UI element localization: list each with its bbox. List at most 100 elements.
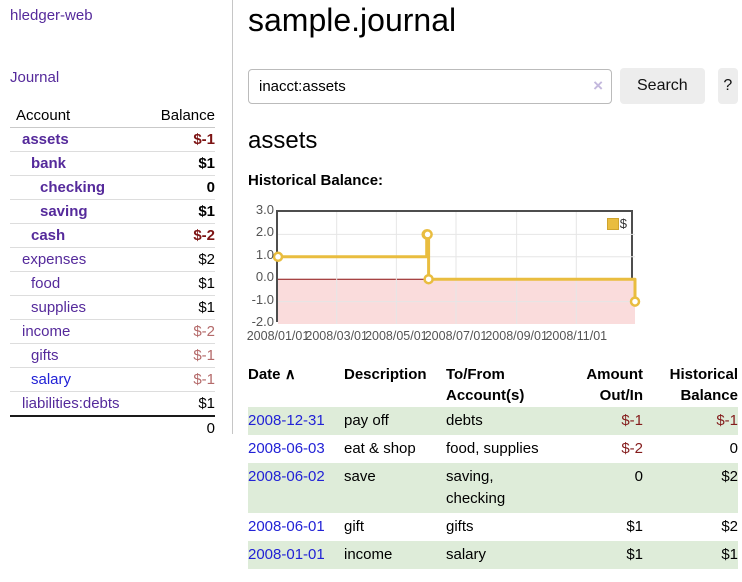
legend-label: $ (619, 216, 627, 231)
transaction-description: gift (344, 518, 365, 535)
accounts-table-body: assets $-1 bank $1 checking 0 saving $1 cash $-2 e… (10, 127, 215, 417)
sidebar-item-journal[interactable]: Journal (10, 69, 60, 86)
sidebar-account-link-gifts[interactable]: gifts (31, 347, 59, 364)
register-header-amount: Amount Out/In (586, 366, 643, 404)
account-row: salary $-1 (10, 367, 215, 392)
chart-legend: $ (606, 216, 627, 231)
y-axis-tick-label: 0.0 (255, 269, 274, 285)
account-row: expenses $2 (10, 247, 215, 272)
account-row: income $-2 (10, 319, 215, 344)
account-balance: $1 (147, 199, 215, 224)
register-header-row: Date ∧ Description To/From Account(s) Amo… (248, 363, 738, 407)
accounts-header-balance: Balance (147, 104, 215, 128)
sidebar-account-link-checking[interactable]: checking (40, 179, 106, 196)
sidebar-account-link-supplies[interactable]: supplies (31, 299, 87, 316)
register-table-body: 2008-12-31 pay off debts $-1 $-1 2008-06-03 ea… (248, 407, 738, 569)
x-axis-tick-label: 2008/09/01 (485, 329, 548, 343)
x-axis-tick-label: 2008/11/01 (545, 329, 608, 343)
accounts-table: Account Balance assets $-1 bank $1 checking 0… (10, 104, 215, 440)
account-balance: $-1 (147, 127, 215, 152)
register-table: Date ∧ Description To/From Account(s) Amo… (248, 363, 738, 569)
search-input[interactable] (248, 68, 612, 104)
y-axis-tick-label: 2.0 (255, 224, 274, 240)
y-axis-tick-label: 3.0 (255, 202, 274, 217)
account-row: saving $1 (10, 199, 215, 224)
y-axis-tick-label: 1.0 (255, 246, 274, 262)
accounts-header-account: Account (10, 104, 148, 128)
account-row: gifts $-1 (10, 343, 215, 368)
transaction-accounts: gifts (446, 518, 474, 535)
sidebar-account-link-expenses[interactable]: expenses (22, 251, 87, 268)
accounts-total-value: 0 (147, 415, 215, 440)
register-header-description: Description (344, 366, 427, 383)
account-balance: $1 (147, 271, 215, 296)
sidebar-account-link-bank[interactable]: bank (31, 155, 67, 172)
transaction-date-link[interactable]: 2008-01-01 (248, 546, 325, 563)
account-balance: $-2 (147, 319, 215, 344)
account-balance: $2 (147, 247, 215, 272)
transaction-date-link[interactable]: 2008-06-02 (248, 468, 325, 485)
transaction-description: save (344, 463, 446, 513)
sidebar-account-link-liabilities-debts[interactable]: liabilities:debts (22, 395, 120, 412)
transaction-description: eat & shop (344, 440, 416, 457)
transaction-date-link[interactable]: 2008-12-31 (248, 412, 325, 429)
transaction-balance: $-1 (643, 407, 738, 435)
chart-plot-area: $ (272, 210, 641, 324)
transaction-amount: $-1 (556, 407, 643, 435)
transaction-date-link[interactable]: 2008-06-01 (248, 518, 325, 535)
register-row: 2008-01-01 income salary $1 $1 (248, 541, 738, 569)
transaction-amount: $1 (556, 541, 643, 569)
account-row: assets $-1 (10, 127, 215, 152)
app-brand-link[interactable]: hledger-web (10, 7, 93, 24)
transaction-amount: $-2 (621, 440, 643, 457)
search-button[interactable]: Search (620, 68, 705, 104)
sidebar-account-link-saving[interactable]: saving (40, 203, 88, 220)
register-header-balance: Historical Balance (669, 366, 738, 404)
sidebar-account-link-income[interactable]: income (22, 323, 71, 340)
account-row: liabilities:debts $1 (10, 391, 215, 417)
search-form: × Search ? (248, 68, 738, 104)
x-axis-tick-label: 2008/05/01 (365, 329, 428, 343)
account-balance: $-1 (147, 343, 215, 368)
account-heading: assets (248, 127, 318, 154)
account-row: food $1 (10, 271, 215, 296)
account-row: cash $-2 (10, 223, 215, 248)
account-balance: $1 (147, 391, 215, 417)
transaction-balance: 0 (729, 440, 738, 457)
register-row: 2008-06-02 save saving, checking 0 $2 (248, 463, 738, 513)
legend-swatch-icon (606, 217, 619, 230)
sidebar-account-link-food[interactable]: food (31, 275, 61, 292)
sidebar-account-link-salary[interactable]: salary (31, 371, 72, 388)
register-header-accounts: To/From Account(s) (446, 366, 525, 404)
account-row: supplies $1 (10, 295, 215, 320)
transaction-balance: $2 (721, 518, 738, 535)
transaction-accounts: salary (446, 541, 556, 569)
account-row: bank $1 (10, 151, 215, 176)
transaction-amount: 0 (556, 463, 643, 513)
sidebar: hledger-web Journal Account Balance asse… (0, 0, 233, 440)
sidebar-account-link-cash[interactable]: cash (31, 227, 66, 244)
register-header-date[interactable]: Date ∧ (248, 366, 296, 383)
historical-balance-chart: $ 3.0 2.0 1.0 0.0 -1.0 -2.0 2008/01/01 2008/03/… (247, 202, 738, 348)
transaction-accounts: saving, checking (446, 463, 556, 513)
accounts-total-row: 0 (10, 415, 215, 440)
y-axis-tick-label: -1.0 (251, 291, 274, 307)
transaction-date-link[interactable]: 2008-06-03 (248, 440, 325, 457)
x-axis-tick-label: 2008/03/01 (305, 329, 368, 343)
account-balance: $1 (147, 151, 215, 176)
transaction-description: pay off (344, 407, 446, 435)
register-row: 2008-12-31 pay off debts $-1 $-1 (248, 407, 738, 435)
transaction-accounts: food, supplies (446, 440, 539, 457)
clear-search-icon[interactable]: × (593, 75, 603, 95)
page-title: sample.journal (248, 2, 457, 38)
y-axis-tick-label: -2.0 (251, 314, 274, 329)
register-row: 2008-06-01 gift gifts $1 $2 (248, 513, 738, 541)
sidebar-account-link-assets[interactable]: assets (22, 131, 69, 148)
transaction-balance: $2 (643, 463, 738, 513)
transaction-accounts: debts (446, 407, 556, 435)
account-balance: 0 (147, 175, 215, 200)
help-button[interactable]: ? (717, 68, 738, 104)
account-row: checking 0 (10, 175, 215, 200)
x-axis-tick-label: 2008/07/01 (424, 329, 488, 343)
account-balance: $1 (147, 295, 215, 320)
